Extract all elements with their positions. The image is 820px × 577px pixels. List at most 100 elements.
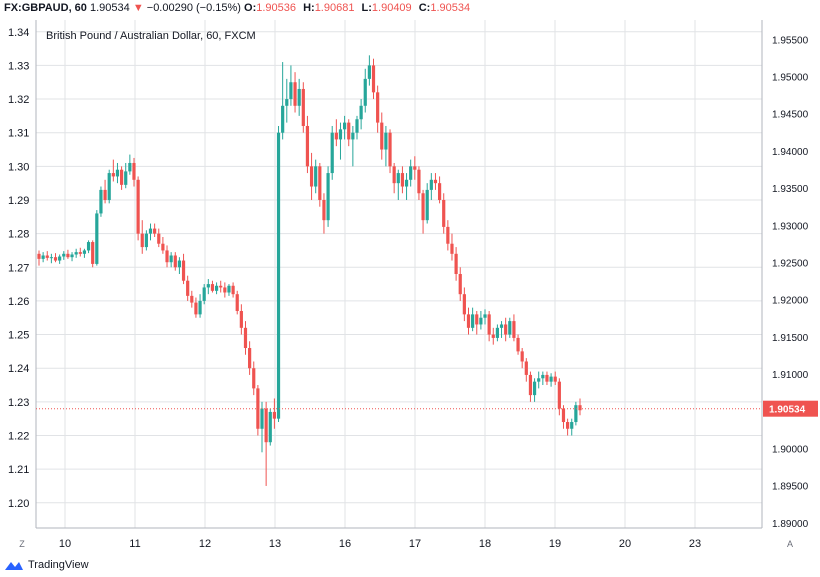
- scale-mode-left-button[interactable]: Z: [19, 539, 25, 549]
- candle-body: [499, 324, 504, 328]
- high-value: 1.90681: [314, 2, 355, 14]
- candle-body: [355, 119, 359, 133]
- candle: [450, 233, 454, 261]
- candle: [487, 311, 491, 342]
- candle: [367, 55, 371, 86]
- candle: [508, 317, 512, 338]
- candle-body: [256, 388, 260, 429]
- right-tick-label: 1.95000: [772, 73, 809, 84]
- candle: [458, 267, 462, 301]
- candle: [206, 279, 210, 295]
- left-tick-label: 1.29: [8, 195, 29, 207]
- candle: [318, 162, 322, 207]
- candle-body: [524, 361, 528, 375]
- candle: [520, 348, 524, 369]
- candle-body: [475, 314, 479, 325]
- candle-body: [578, 405, 582, 411]
- candle: [99, 186, 103, 217]
- current-price-label: 1.90534: [769, 405, 806, 416]
- candle: [338, 122, 343, 160]
- candle: [574, 401, 578, 426]
- candle: [289, 65, 293, 106]
- candle: [309, 152, 314, 200]
- left-tick-label: 1.34: [8, 27, 29, 39]
- left-tick-label: 1.32: [8, 94, 29, 106]
- candle-body: [367, 65, 371, 79]
- candle-body: [454, 253, 458, 274]
- candle-body: [41, 255, 45, 259]
- right-tick-label: 1.95500: [772, 35, 809, 46]
- candle-body: [566, 422, 570, 429]
- symbol-label[interactable]: FX:GBPAUD, 60: [4, 2, 87, 14]
- candle: [454, 247, 458, 281]
- candle-body: [380, 122, 384, 150]
- candle-body: [169, 255, 173, 263]
- candle-body: [285, 99, 289, 106]
- candle: [549, 373, 553, 387]
- candle-body: [305, 125, 310, 167]
- candle: [285, 78, 289, 123]
- candle-body: [322, 199, 326, 221]
- candle: [566, 418, 570, 436]
- candle-body: [194, 302, 198, 315]
- right-tick-label: 1.94000: [772, 147, 809, 158]
- auto-scale-button[interactable]: A: [786, 539, 793, 549]
- candle-body: [512, 321, 516, 338]
- candle-body: [206, 284, 210, 288]
- candle-body: [198, 300, 202, 315]
- candle: [380, 112, 384, 160]
- candle-body: [70, 254, 74, 258]
- tradingview-logo-icon: [5, 562, 23, 570]
- candle-body: [442, 199, 446, 227]
- candle: [177, 257, 182, 274]
- candle-body: [437, 183, 442, 200]
- candle: [462, 287, 466, 322]
- candle: [404, 173, 409, 200]
- candle: [82, 248, 87, 258]
- candle: [483, 309, 487, 325]
- candle: [260, 401, 264, 453]
- candle: [53, 253, 58, 263]
- candle: [248, 341, 252, 375]
- candle-body: [450, 243, 454, 254]
- candle-body: [396, 173, 400, 184]
- candle: [107, 169, 111, 204]
- candle: [256, 385, 260, 436]
- candle: [301, 82, 305, 133]
- candle-body: [235, 294, 239, 312]
- candle-body: [471, 314, 475, 328]
- candle: [115, 162, 120, 184]
- candle-body: [516, 337, 520, 352]
- close-value: 1.90534: [430, 2, 471, 14]
- candle: [144, 230, 148, 251]
- candle-body: [404, 179, 409, 187]
- left-tick-label: 1.24: [8, 363, 29, 375]
- right-tick-label: 1.89500: [772, 482, 809, 493]
- candle-body: [119, 169, 124, 185]
- candle-body: [272, 411, 276, 419]
- candle-body: [359, 105, 363, 120]
- brand-footer: TradingView: [4, 559, 89, 571]
- candle-body: [343, 122, 347, 130]
- candle-body: [157, 233, 161, 244]
- candle-body: [458, 274, 462, 295]
- candle-body: [49, 257, 53, 259]
- candle: [421, 189, 425, 234]
- candle-body: [115, 169, 120, 177]
- chart-axes: 1.20 1.21 1.22 1.23 1.24 1.25 1.26 1.27 1.28 1.29…: [8, 20, 818, 550]
- candle: [210, 280, 215, 293]
- candle-body: [351, 132, 355, 140]
- candle: [62, 251, 66, 260]
- candle: [153, 223, 157, 237]
- left-tick-label: 1.27: [8, 262, 29, 274]
- candle-body: [190, 295, 194, 303]
- high-label: H:: [303, 2, 315, 14]
- chart-title: British Pound / Australian Dollar, 60, F…: [46, 30, 256, 42]
- candle-body: [549, 376, 553, 382]
- candle: [124, 162, 128, 189]
- candle-body: [363, 78, 367, 106]
- candle-body: [309, 166, 314, 187]
- candle-body: [111, 173, 115, 177]
- candlestick-series: [37, 55, 582, 486]
